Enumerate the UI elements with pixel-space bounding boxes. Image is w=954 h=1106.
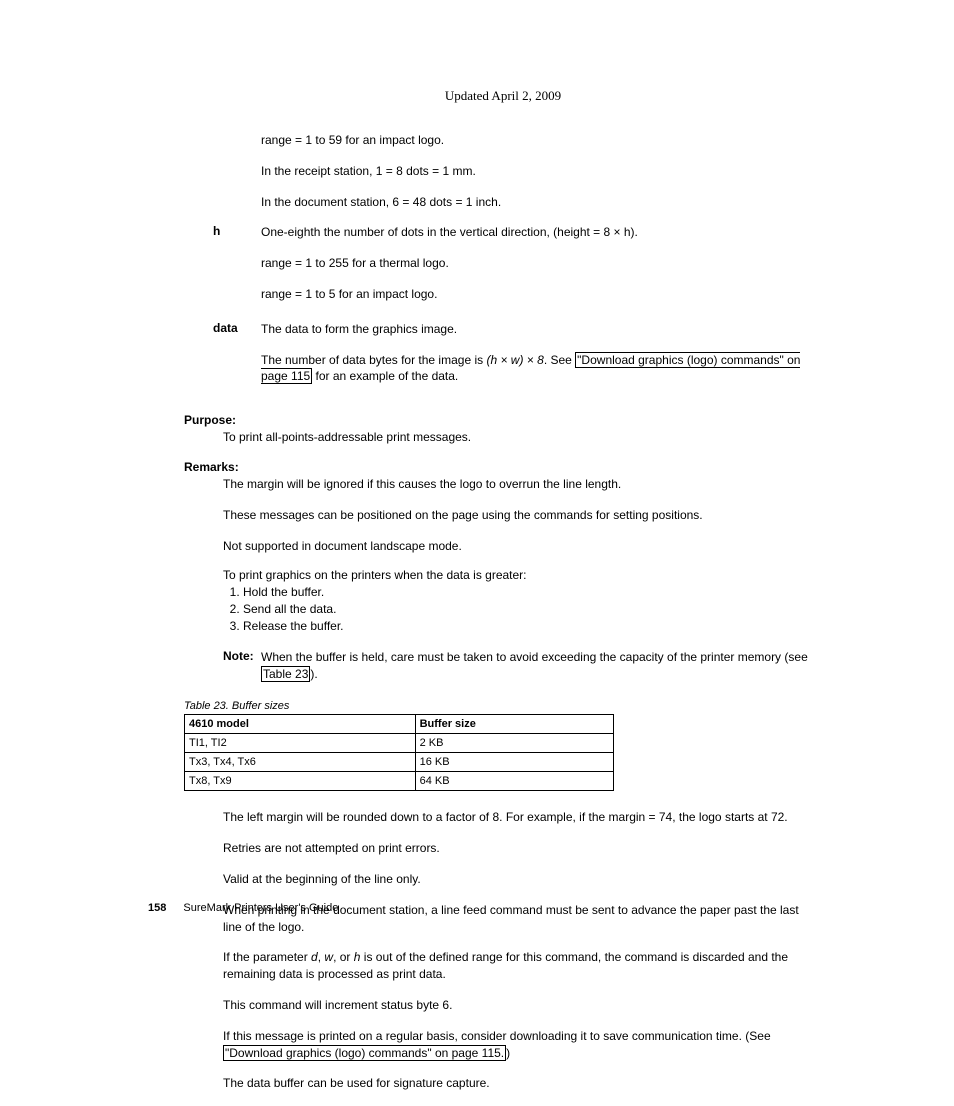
data-d2a: The number of data bytes for the image i… [261,353,486,367]
p7b: ) [506,1046,510,1060]
pre-line-3: In the document station, 6 = 48 dots = 1… [261,194,808,211]
cell: 64 KB [415,772,613,791]
link-download-2[interactable]: "Download graphics (logo) commands" on p… [223,1045,506,1061]
step-3: Release the buffer. [243,618,808,635]
def-h: h One-eighth the number of dots in the v… [213,224,808,316]
h-d3: range = 1 to 5 for an impact logo. [261,286,808,303]
data-d1: The data to form the graphics image. [261,321,808,338]
pre-line-2: In the receipt station, 1 = 8 dots = 1 m… [261,163,808,180]
step-2: Send all the data. [243,601,808,618]
term-h: h [213,224,261,316]
h-d1: One-eighth the number of dots in the ver… [261,224,808,241]
p5i2: w [324,950,333,964]
cell: Tx8, Tx9 [185,772,416,791]
page-number: 158 [148,902,166,914]
page-content: Updated April 2, 2009 range = 1 to 59 fo… [148,88,808,1106]
data-d2: The number of data bytes for the image i… [261,352,808,386]
cell: TI1, TI2 [185,734,416,753]
th-model: 4610 model [185,715,416,734]
remarks-p4: To print graphics on the printers when t… [223,568,808,582]
desc-data: The data to form the graphics image. The… [261,321,808,399]
th-size: Buffer size [415,715,613,734]
note-label: Note: [223,649,261,683]
cell: 2 KB [415,734,613,753]
table-row: Tx8, Tx9 64 KB [185,772,614,791]
data-d2i: (h × w) × 8 [486,353,543,367]
page-footer: 158 SureMark Printers User's Guide [148,902,338,914]
p5i1: d [311,950,318,964]
def-data: data The data to form the graphics image… [213,321,808,399]
remarks-p2: These messages can be positioned on the … [223,507,808,524]
after-p3: Valid at the beginning of the line only. [223,871,808,888]
buffer-table: 4610 model Buffer size TI1, TI2 2 KB Tx3… [184,714,614,791]
p5a: If the parameter [223,950,311,964]
updated-date: Updated April 2, 2009 [261,88,745,104]
remarks-body: The margin will be ignored if this cause… [223,476,808,682]
h-d2: range = 1 to 255 for a thermal logo. [261,255,808,272]
steps-list: Hold the buffer. Send all the data. Rele… [223,584,808,634]
note-text: When the buffer is held, care must be ta… [261,649,808,683]
p5c: , or [333,950,354,964]
pre-line-1: range = 1 to 59 for an impact logo. [261,132,808,149]
data-d2b: . See [544,353,575,367]
after-remarks: The left margin will be rounded down to … [223,809,808,1092]
note: Note: When the buffer is held, care must… [223,649,808,683]
data-d2c: for an example of the data. [312,369,458,383]
table-caption: Table 23. Buffer sizes [184,700,808,712]
purpose-label: Purpose: [184,413,808,427]
after-p5: If the parameter d, w, or h is out of th… [223,949,808,983]
term-data: data [213,321,261,399]
after-p8: The data buffer can be used for signatur… [223,1075,808,1092]
after-p1: The left margin will be rounded down to … [223,809,808,826]
note-b: ). [310,667,317,681]
step-1: Hold the buffer. [243,584,808,601]
after-p2: Retries are not attempted on print error… [223,840,808,857]
desc-h: One-eighth the number of dots in the ver… [261,224,808,316]
note-a: When the buffer is held, care must be ta… [261,650,808,664]
table-row: Tx3, Tx4, Tx6 16 KB [185,753,614,772]
link-table23[interactable]: Table 23 [261,666,310,682]
p7a: If this message is printed on a regular … [223,1029,771,1043]
after-p7: If this message is printed on a regular … [223,1028,808,1062]
definitions: range = 1 to 59 for an impact logo. In t… [261,132,808,210]
cell: 16 KB [415,753,613,772]
after-p6: This command will increment status byte … [223,997,808,1014]
table-row: TI1, TI2 2 KB [185,734,614,753]
remarks-p3: Not supported in document landscape mode… [223,538,808,555]
remarks-label: Remarks: [184,460,808,474]
remarks-p1: The margin will be ignored if this cause… [223,476,808,493]
cell: Tx3, Tx4, Tx6 [185,753,416,772]
table-header-row: 4610 model Buffer size [185,715,614,734]
footer-title: SureMark Printers User's Guide [183,902,338,914]
purpose-text: To print all-points-addressable print me… [223,429,808,446]
